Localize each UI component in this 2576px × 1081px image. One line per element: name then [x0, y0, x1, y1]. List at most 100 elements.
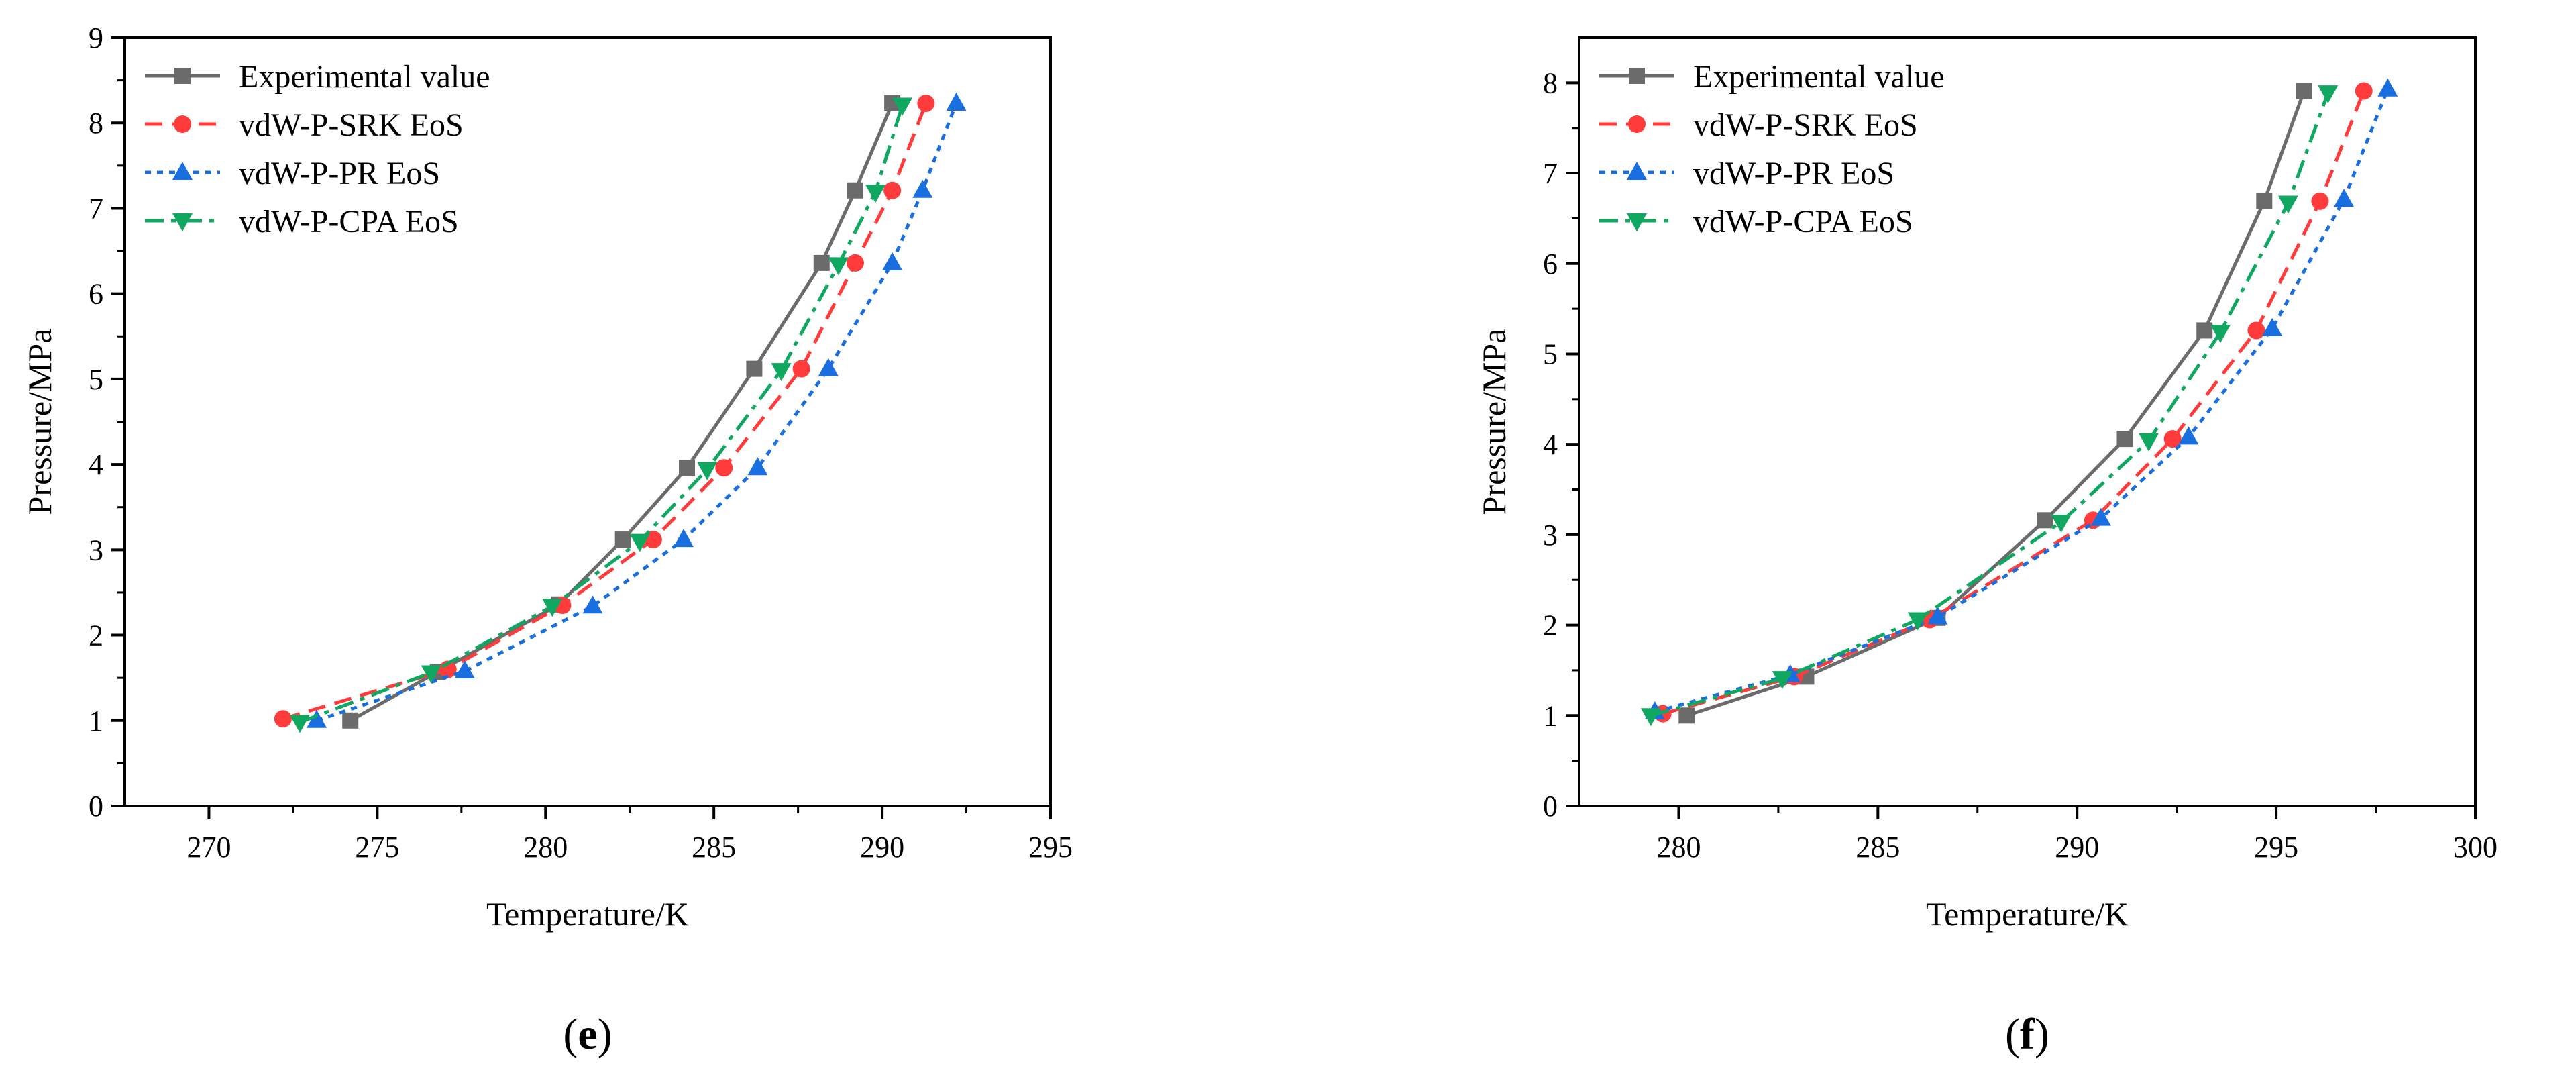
- y-tick-label: 4: [1543, 428, 1558, 461]
- series-line-3: [1650, 92, 2330, 717]
- y-axis-title: Pressure/MPa: [21, 329, 58, 515]
- plot-frame: [1578, 36, 2477, 807]
- data-point: [715, 459, 733, 477]
- data-point: [912, 179, 933, 198]
- y-tick-label: 1: [1543, 699, 1558, 732]
- data-point: [342, 712, 359, 729]
- data-point: [2318, 85, 2339, 104]
- data-point: [2355, 82, 2373, 100]
- data-point: [614, 531, 631, 548]
- y-tick-label: 2: [89, 619, 103, 652]
- y-tick-label: 8: [89, 107, 103, 140]
- data-point: [2262, 317, 2283, 336]
- data-point: [865, 185, 886, 203]
- legend-label: vdW-P-PR EoS: [1693, 156, 1894, 191]
- data-point: [813, 254, 830, 271]
- x-axis-title: Temperature/K: [486, 895, 689, 933]
- legend-label: vdW-P-CPA EoS: [239, 204, 459, 240]
- data-point: [2037, 512, 2053, 529]
- data-point: [818, 358, 839, 376]
- data-point: [1640, 708, 1661, 727]
- series-line-0: [1686, 90, 2306, 717]
- y-tick-label: 1: [89, 705, 103, 737]
- y-axis-title: Pressure/MPa: [1475, 329, 1513, 515]
- data-point: [2116, 431, 2133, 448]
- x-tick-label: 290: [2055, 831, 2099, 864]
- data-point: [542, 599, 563, 617]
- data-point: [2051, 515, 2072, 533]
- data-point: [882, 252, 903, 270]
- x-tick-label: 285: [1856, 831, 1900, 864]
- y-tick-label: 5: [89, 363, 103, 396]
- data-point: [1678, 707, 1695, 724]
- data-point: [792, 360, 810, 378]
- legend-marker: [174, 115, 191, 133]
- legend-marker: [1627, 213, 1647, 231]
- data-point: [2139, 433, 2159, 452]
- data-point: [289, 715, 310, 733]
- data-point: [674, 529, 694, 548]
- data-point: [2311, 192, 2329, 210]
- data-point: [629, 533, 650, 552]
- data-point: [1772, 671, 1792, 690]
- chart-panel-f: 280 285 290 295 300 0 1 2 3 4 5 6 7 8 Temperature/K Pre…: [1475, 36, 2498, 1059]
- legend-marker: [174, 68, 191, 84]
- x-axis-title: Temperature/K: [1926, 895, 2129, 933]
- y-tick-label: 9: [89, 21, 103, 54]
- data-point: [747, 457, 768, 476]
- legend-marker: [1629, 68, 1645, 84]
- data-point: [847, 182, 863, 199]
- series-line-2: [316, 103, 958, 723]
- x-tick-label: 280: [1656, 831, 1701, 864]
- x-tick-label: 290: [860, 831, 904, 864]
- data-point: [307, 709, 327, 728]
- legend-marker: [172, 213, 193, 231]
- y-tick-label: 0: [1543, 790, 1558, 823]
- y-tick-label: 3: [89, 533, 103, 566]
- y-tick-label: 5: [1543, 338, 1558, 370]
- legend-marker: [1628, 115, 1646, 133]
- y-tick-label: 6: [89, 278, 103, 311]
- x-tick-label: 300: [2453, 831, 2498, 864]
- x-tick-label: 280: [523, 831, 568, 864]
- data-point: [2090, 507, 2111, 526]
- legend-label: vdW-P-SRK EoS: [1693, 107, 1918, 143]
- data-point: [917, 94, 935, 112]
- y-tick-label: 6: [1543, 248, 1558, 280]
- data-point: [1907, 612, 1928, 631]
- data-point: [946, 92, 967, 111]
- data-point: [582, 595, 603, 614]
- data-point: [883, 181, 902, 199]
- x-tick-label: 285: [692, 831, 736, 864]
- data-point: [2377, 78, 2398, 97]
- legend-label: Experimental value: [1693, 59, 1945, 95]
- data-point: [421, 665, 441, 684]
- legend-label: vdW-P-CPA EoS: [1693, 204, 1913, 240]
- data-point: [2210, 325, 2231, 344]
- data-point: [2334, 189, 2355, 207]
- data-point: [2163, 430, 2182, 448]
- data-point: [2296, 83, 2312, 99]
- y-tick-label: 7: [89, 192, 103, 225]
- data-point: [2277, 195, 2298, 214]
- data-point: [771, 363, 792, 382]
- x-tick-label: 295: [1028, 831, 1073, 864]
- data-point: [274, 710, 292, 728]
- data-point: [892, 97, 913, 116]
- legend-label: Experimental value: [239, 59, 490, 95]
- series-line-2: [1654, 88, 2390, 714]
- y-tick-label: 4: [89, 448, 103, 481]
- data-point: [2247, 321, 2265, 340]
- data-point: [2256, 193, 2273, 209]
- legend-label: vdW-P-SRK EoS: [239, 107, 464, 143]
- x-tick-label: 275: [355, 831, 399, 864]
- data-point: [828, 257, 849, 276]
- data-point: [697, 462, 718, 480]
- x-tick-label: 295: [2254, 831, 2298, 864]
- panel-label: (f): [2005, 1010, 2049, 1059]
- chart-panel-e: 270 275 280 285 290 295 0 1 2 3 4 5 6 7 8 9 Temperature/…: [21, 21, 1073, 1059]
- y-tick-label: 0: [89, 790, 103, 823]
- legend-marker: [1627, 162, 1647, 180]
- panel-label: (e): [563, 1010, 612, 1059]
